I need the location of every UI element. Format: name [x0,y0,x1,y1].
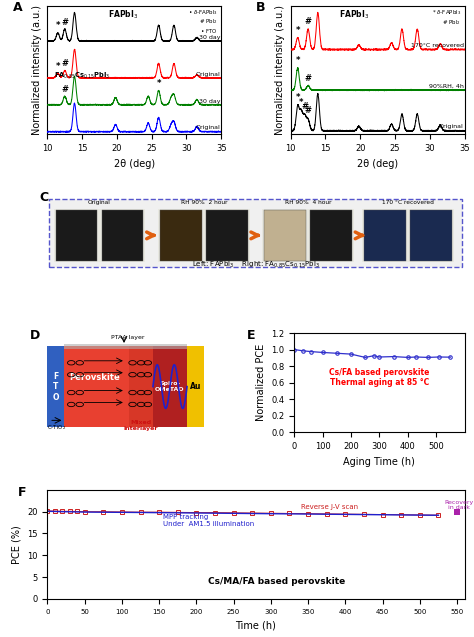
Text: E: E [246,329,255,342]
Text: 90%RH, 4h: 90%RH, 4h [429,83,464,89]
Text: Cs/MA/FA based perovskite: Cs/MA/FA based perovskite [208,576,346,585]
Y-axis label: Normalized intensity (a.u.): Normalized intensity (a.u.) [32,5,42,136]
Text: 170°C recovered: 170°C recovered [411,43,464,48]
Text: *: * [55,62,60,71]
Text: 30 day: 30 day [199,35,220,39]
Text: *: * [295,93,300,102]
Bar [153,346,187,427]
Text: F: F [18,485,27,499]
Text: Perovskite: Perovskite [70,373,120,382]
Text: FAPbI$_3$: FAPbI$_3$ [339,9,369,22]
Text: # PbI$_2$: # PbI$_2$ [199,17,218,26]
X-axis label: 2θ (deg): 2θ (deg) [357,159,398,169]
Text: Recovery
in dark: Recovery in dark [445,499,474,510]
Bar [158,209,250,262]
Text: *: * [295,26,300,35]
Text: PTAA layer: PTAA layer [110,335,144,340]
Text: #: # [305,73,311,83]
FancyBboxPatch shape [49,199,463,267]
Bar [365,210,406,261]
Text: F
T
O: F T O [53,372,59,401]
Text: *: * [299,97,303,106]
Text: #: # [305,106,311,115]
Text: MPP tracking
Under  AM1.5 illumination: MPP tracking Under AM1.5 illumination [163,513,254,527]
Bar [362,209,454,262]
Text: B: B [256,1,265,14]
Y-axis label: Normalized PCE: Normalized PCE [256,344,266,421]
Bar [160,210,202,261]
Text: $\bullet$ FTO: $\bullet$ FTO [200,27,218,35]
Text: Spiro-
OMeTAD: Spiro- OMeTAD [155,381,185,392]
Text: FA$_{0.85}$Cs$_{0.15}$PbI$_3$: FA$_{0.85}$Cs$_{0.15}$PbI$_3$ [55,71,110,81]
Text: D: D [30,329,41,342]
Bar [187,346,204,427]
Text: Original: Original [88,201,111,205]
Text: *: * [55,22,60,31]
Bar [54,209,146,262]
Bar [310,210,352,261]
Text: Reverse J-V scan: Reverse J-V scan [301,504,358,510]
Text: Au: Au [190,382,201,391]
Bar [264,210,306,261]
Text: Original: Original [196,125,220,131]
Text: *: * [156,79,161,89]
Text: Left: FAPbI$_3$    Right: FA$_{0.85}$Cs$_{0.15}$PbI$_3$: Left: FAPbI$_3$ Right: FA$_{0.85}$Cs$_{0… [192,260,320,270]
Text: Mixed
interlayer: Mixed interlayer [124,420,158,431]
X-axis label: Time (h): Time (h) [236,620,276,630]
Text: #: # [61,18,68,27]
Y-axis label: PCE (%): PCE (%) [12,525,22,564]
Text: #: # [301,102,308,111]
Text: *: * [295,56,300,65]
Text: RH 90%  2 hour: RH 90% 2 hour [181,201,227,205]
Text: C-TiO$_2$: C-TiO$_2$ [47,424,66,433]
Bar [410,210,452,261]
X-axis label: Aging Time (h): Aging Time (h) [344,457,415,466]
Text: $\bullet$ $\delta$-FAPbI$_3$: $\bullet$ $\delta$-FAPbI$_3$ [188,8,218,17]
Text: A: A [13,1,22,14]
Text: Original: Original [196,71,220,76]
Bar [129,346,153,427]
Text: * $\delta$-FAPbI$_3$: * $\delta$-FAPbI$_3$ [432,8,461,17]
Text: # PbI$_2$: # PbI$_2$ [442,18,461,27]
Text: C: C [39,191,48,204]
Text: 30 day: 30 day [199,99,220,104]
Bar [101,210,143,261]
Text: #: # [305,17,311,27]
Text: RH 90%  4 hour: RH 90% 4 hour [285,201,331,205]
Text: 170 °C recovered: 170 °C recovered [382,201,434,205]
Text: Original: Original [439,124,464,129]
Bar [64,346,153,427]
Bar [56,210,98,261]
Bar [262,209,354,262]
X-axis label: 2θ (deg): 2θ (deg) [114,159,155,169]
Text: FAPbI$_3$: FAPbI$_3$ [108,9,138,22]
Y-axis label: Normalized intensity (a.u.): Normalized intensity (a.u.) [275,5,285,136]
Text: #: # [61,85,68,94]
Bar [47,346,64,427]
Bar [206,210,247,261]
Text: #: # [61,59,68,68]
Text: Cs/FA based perovskite
Thermal aging at 85 °C: Cs/FA based perovskite Thermal aging at … [329,368,429,387]
Bar [64,344,187,349]
